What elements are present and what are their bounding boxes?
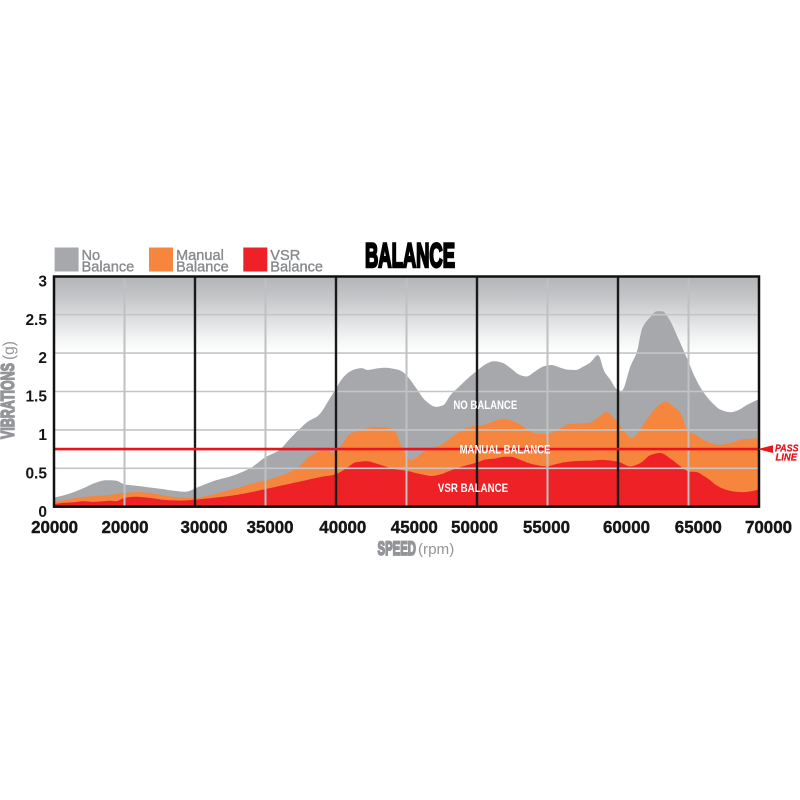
svg-text:No: No [82, 248, 101, 264]
svg-text:SPEED: SPEED [378, 538, 417, 560]
svg-text:3: 3 [38, 273, 47, 290]
svg-text:1: 1 [38, 427, 47, 444]
svg-text:35000: 35000 [247, 517, 294, 537]
svg-text:Balance: Balance [176, 259, 229, 275]
svg-text:NO BALANCE: NO BALANCE [453, 399, 517, 412]
svg-text:60000: 60000 [603, 517, 650, 537]
svg-text:55000: 55000 [523, 517, 570, 537]
svg-text:70000: 70000 [745, 517, 792, 537]
svg-text:(g): (g) [1, 341, 18, 360]
svg-text:2: 2 [38, 350, 47, 367]
svg-text:0: 0 [38, 504, 47, 521]
svg-text:Balance: Balance [82, 259, 135, 275]
svg-text:20000: 20000 [102, 517, 149, 537]
svg-text:0.5: 0.5 [25, 465, 47, 482]
svg-text:2.5: 2.5 [25, 312, 47, 329]
svg-text:LINE: LINE [776, 451, 798, 463]
svg-text:1.5: 1.5 [25, 389, 47, 406]
svg-text:VSR: VSR [270, 248, 300, 264]
svg-text:30000: 30000 [181, 517, 228, 537]
svg-text:65000: 65000 [675, 517, 722, 537]
svg-text:VSR BALANCE: VSR BALANCE [438, 482, 508, 495]
svg-text:MANUAL BALANCE: MANUAL BALANCE [460, 443, 551, 456]
svg-text:BALANCE: BALANCE [365, 237, 455, 275]
svg-text:20000: 20000 [31, 517, 78, 537]
svg-text:(rpm): (rpm) [418, 541, 454, 558]
svg-text:VIBRATIONS: VIBRATIONS [0, 363, 18, 439]
svg-text:45000: 45000 [391, 517, 438, 537]
svg-text:Manual: Manual [176, 248, 224, 264]
svg-text:40000: 40000 [319, 517, 366, 537]
svg-text:50000: 50000 [451, 517, 498, 537]
svg-text:PASS: PASS [775, 442, 799, 454]
svg-text:Balance: Balance [270, 259, 323, 275]
